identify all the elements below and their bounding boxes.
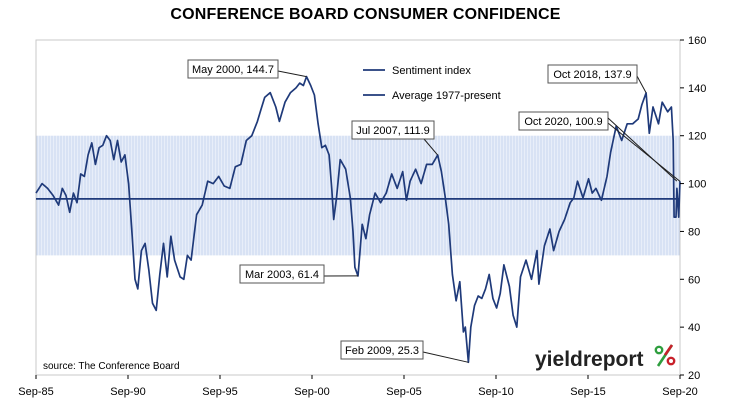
x-tick-label: Sep-95: [202, 386, 237, 398]
annotation-label: Mar 2003, 61.4: [245, 269, 319, 281]
y-tick-label: 100: [688, 179, 706, 191]
annotation-box: [187, 59, 279, 79]
x-tick-label: Sep-05: [386, 386, 421, 398]
legend-label: Average 1977-present: [392, 90, 501, 102]
band-hatch: [36, 135, 680, 256]
source-note: source: The Conference Board: [43, 361, 180, 372]
annotation-box: [547, 64, 638, 84]
annotation-label: May 2000, 144.7: [192, 64, 274, 76]
y-tick-label: 60: [688, 274, 700, 286]
sentiment-line: [35, 75, 681, 364]
annotation-box: [351, 120, 435, 140]
annotation-label: Jul 2007, 111.9: [356, 125, 430, 137]
x-tick-label: Sep-15: [570, 386, 605, 398]
chart-title: CONFERENCE BOARD CONSUMER CONFIDENCE: [170, 6, 561, 23]
brand-percent-icon: [654, 344, 676, 367]
x-tick-label: Sep-90: [110, 386, 145, 398]
x-tick-label: Sep-85: [18, 386, 53, 398]
y-tick-label: 20: [688, 370, 700, 382]
y-tick-label: 40: [688, 322, 700, 334]
y-tick-label: 80: [688, 226, 700, 238]
annotation-box: [518, 111, 609, 131]
annotation-leader: [607, 122, 681, 182]
y-tick-label: 160: [688, 35, 706, 47]
x-tick-label: Sep-00: [294, 386, 329, 398]
x-tick-label: Sep-20: [662, 386, 697, 398]
annotation-leader: [422, 351, 469, 363]
annotation-leader: [607, 117, 678, 182]
legend-label: Sentiment index: [392, 65, 471, 77]
annotation-label: Oct 2018, 137.9: [553, 69, 631, 81]
annotation-box: [340, 340, 424, 360]
brand-logo: yieldreport: [535, 348, 644, 371]
y-tick-label: 120: [688, 131, 706, 143]
annotation-leader: [423, 138, 439, 156]
annotation-leader: [277, 70, 307, 78]
annotation-box: [239, 264, 325, 284]
annotation-label: Feb 2009, 25.3: [345, 345, 419, 357]
annotation-label: Oct 2020, 100.9: [524, 116, 602, 128]
plot-frame: [35, 39, 681, 376]
x-tick-label: Sep-10: [478, 386, 513, 398]
annotation-leader: [636, 75, 647, 94]
y-tick-label: 140: [688, 83, 706, 95]
